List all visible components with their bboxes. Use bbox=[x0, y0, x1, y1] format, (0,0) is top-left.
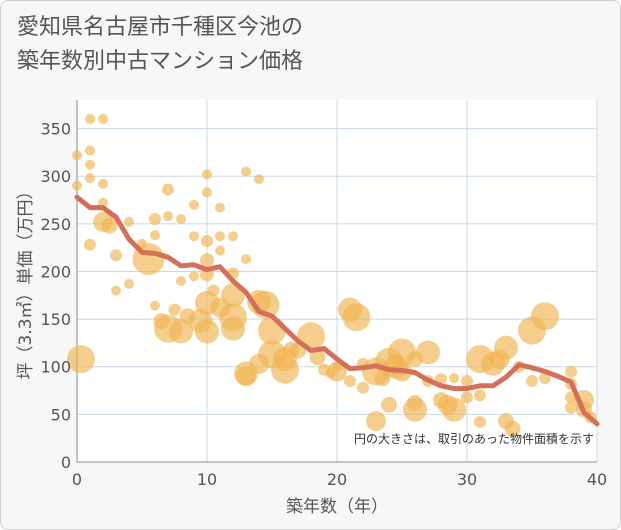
bubble-point bbox=[149, 213, 161, 226]
bubble-point bbox=[416, 340, 440, 365]
y-tick-label: 50 bbox=[51, 405, 71, 424]
bubble-point bbox=[176, 214, 186, 225]
bubble-size-note: 円の大きさは、取引のあった物件面積を示す bbox=[354, 431, 594, 446]
bubble-point bbox=[176, 276, 186, 286]
bubble-point bbox=[461, 391, 473, 404]
bubble-point bbox=[202, 169, 212, 180]
bubble-point bbox=[150, 300, 160, 311]
bubble-point bbox=[309, 349, 326, 366]
bubble-point bbox=[98, 114, 108, 125]
bubble-point bbox=[85, 159, 95, 170]
bubble-point bbox=[494, 335, 518, 360]
y-tick-label: 350 bbox=[40, 120, 71, 139]
bubble-point bbox=[215, 202, 225, 213]
bubble-point bbox=[189, 271, 199, 282]
y-tick-label: 100 bbox=[40, 358, 71, 377]
bubble-point bbox=[565, 365, 577, 378]
bubble-point bbox=[162, 183, 174, 196]
bubble-point bbox=[124, 278, 134, 289]
bubble-point bbox=[84, 238, 96, 251]
bubble-point bbox=[110, 249, 122, 262]
x-tick-label: 20 bbox=[327, 470, 347, 489]
bubble-point bbox=[271, 355, 299, 384]
chart-title-line2: 築年数別中古マンション価格 bbox=[17, 49, 304, 74]
chart-title-line1: 愛知県名古屋市千種区今池の bbox=[17, 15, 304, 40]
bubble-point bbox=[342, 303, 371, 332]
y-axis-label: 坪（3.3㎡）単価（万円） bbox=[16, 182, 36, 379]
bubble-point bbox=[357, 381, 369, 394]
bubble-point bbox=[85, 114, 95, 125]
bubble-point bbox=[163, 211, 173, 222]
bubble-point bbox=[241, 166, 251, 177]
bubble-point bbox=[254, 174, 264, 185]
bubble-point bbox=[124, 216, 134, 227]
bubble-point bbox=[169, 319, 193, 344]
bubble-point bbox=[85, 173, 95, 184]
bubble-point bbox=[195, 319, 219, 344]
bubble-point bbox=[407, 394, 423, 411]
bubble-point bbox=[66, 345, 95, 374]
bubble-point bbox=[72, 180, 82, 191]
x-tick-label: 40 bbox=[587, 470, 607, 489]
bubble-point bbox=[200, 253, 214, 268]
x-tick-labels: 0 10 20 30 40 bbox=[72, 470, 607, 489]
y-tick-label: 200 bbox=[40, 262, 71, 281]
bubble-point bbox=[461, 375, 473, 388]
bubble-point bbox=[111, 285, 121, 296]
x-tick-label: 30 bbox=[457, 470, 477, 489]
bubble-point bbox=[207, 284, 220, 297]
bubble-point bbox=[258, 316, 286, 345]
bubble-point bbox=[85, 145, 95, 156]
bubble-point bbox=[565, 401, 577, 414]
bubble-point bbox=[101, 217, 118, 234]
bubble-point bbox=[202, 187, 212, 198]
bubble-point bbox=[221, 316, 245, 341]
average-price-line bbox=[74, 194, 600, 427]
bubble-point bbox=[327, 361, 347, 382]
bubble-point bbox=[72, 150, 82, 161]
bubble-point bbox=[201, 234, 213, 247]
y-tick-label: 150 bbox=[40, 310, 71, 329]
bubble-point bbox=[531, 302, 559, 331]
y-tick-label: 300 bbox=[40, 167, 71, 186]
chart-title: 愛知県名古屋市千種区今池の 築年数別中古マンション価格 bbox=[17, 11, 303, 79]
bubble-point bbox=[526, 375, 538, 388]
y-tick-label: 0 bbox=[61, 453, 71, 472]
bubble-point bbox=[442, 397, 466, 422]
y-tick-label: 250 bbox=[40, 215, 71, 234]
bubble-point bbox=[215, 231, 225, 242]
bubble-point bbox=[449, 373, 459, 384]
bubble-point bbox=[215, 245, 225, 256]
bubble-point bbox=[189, 231, 199, 242]
bubble-point bbox=[241, 254, 251, 265]
x-tick-label: 0 bbox=[72, 470, 82, 489]
bubble-point bbox=[344, 375, 356, 388]
bubble-point bbox=[228, 231, 238, 242]
bubble-layer bbox=[66, 114, 597, 437]
bubble-point bbox=[236, 366, 256, 387]
bubble-point bbox=[189, 199, 199, 210]
bubble-point bbox=[168, 303, 181, 316]
bubble-point bbox=[504, 420, 521, 437]
x-tick-label: 10 bbox=[197, 470, 217, 489]
y-tick-labels: 0 50 100 150 200 250 300 350 bbox=[40, 120, 71, 472]
x-axis-label: 築年数（年） bbox=[286, 497, 388, 517]
bubble-point bbox=[381, 396, 397, 413]
bubble-point bbox=[366, 411, 386, 432]
bubble-point bbox=[98, 178, 108, 189]
bubble-point bbox=[474, 415, 486, 428]
bubble-point bbox=[150, 230, 160, 241]
bubble-point bbox=[474, 389, 486, 402]
